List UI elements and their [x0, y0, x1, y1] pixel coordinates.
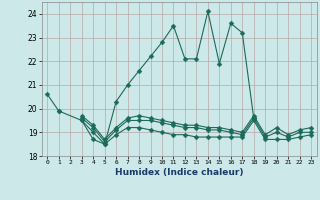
X-axis label: Humidex (Indice chaleur): Humidex (Indice chaleur) [115, 168, 244, 177]
